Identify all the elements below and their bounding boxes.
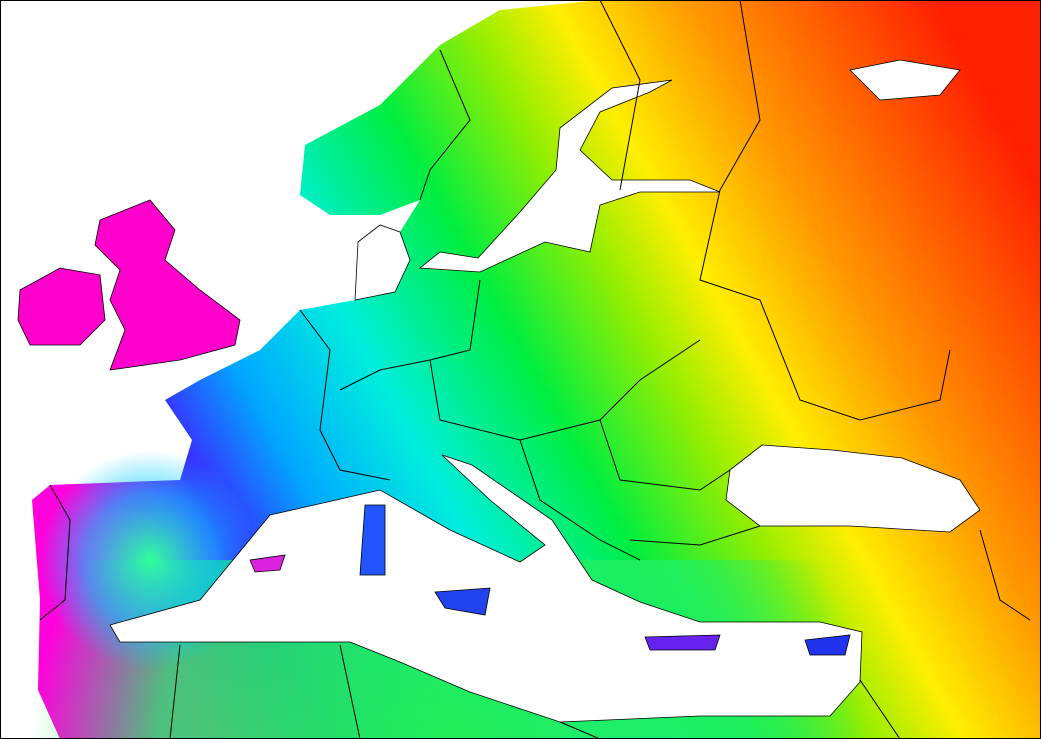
border [39,484,71,621]
border [299,309,391,481]
border [629,525,761,546]
corsica-sardinia [359,504,386,576]
baltic-sea [418,79,721,273]
border [859,679,901,739]
north-sea [354,224,411,301]
border [599,419,731,491]
great-britain [94,199,241,371]
cyprus [804,634,851,656]
crete [644,634,721,651]
balearics [249,554,286,573]
border [979,529,1031,621]
border [339,644,361,739]
border [519,439,641,561]
border [429,279,701,441]
ireland [17,267,106,346]
white-sea [849,59,961,101]
black-sea [725,444,981,533]
border [559,721,601,739]
border [339,359,431,391]
sicily [434,587,491,616]
border [419,49,471,201]
border [599,0,641,191]
border [699,0,951,421]
border [169,644,181,739]
